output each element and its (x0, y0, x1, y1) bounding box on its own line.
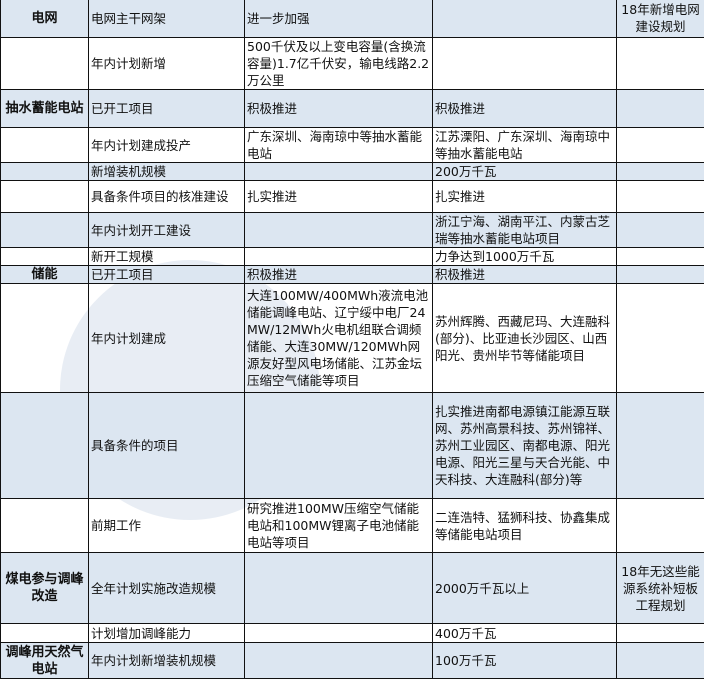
col3-cell (245, 213, 433, 248)
note-cell (617, 284, 704, 393)
category-cell (1, 393, 89, 499)
col4-cell: 江苏溧阳、广东深圳、海南琼中等抽水蓄能电站 (433, 128, 617, 163)
category-cell (1, 213, 89, 248)
item-cell: 电网主干网架 (89, 0, 245, 38)
category-cell: 抽水蓄能电站 (1, 90, 89, 128)
item-cell: 年内计划开工建设 (89, 213, 245, 248)
note-cell (617, 624, 704, 643)
item-cell: 已开工项目 (89, 90, 245, 128)
table-row: 新增装机规模 200万千瓦 (1, 163, 704, 181)
col3-cell (245, 624, 433, 643)
note-cell: 18年无这些能源系统补短板工程规划 (617, 553, 704, 624)
table-row: 年内计划建成大连100MW/400MWh液流电池储能调峰电站、辽宁绥中电厂24M… (1, 284, 704, 393)
category-cell: 调峰用天然气电站 (1, 643, 89, 679)
table-row: 年内计划建成投产广东深圳、海南琼中等抽水蓄能电站江苏溧阳、广东深圳、海南琼中等抽… (1, 128, 704, 163)
table-row: 新开工规模 力争达到1000万千瓦 (1, 248, 704, 266)
category-cell: 电网 (1, 0, 89, 38)
item-cell: 新开工规模 (89, 248, 245, 266)
note-cell (617, 213, 704, 248)
item-cell: 已开工项目 (89, 266, 245, 284)
col3-cell: 500千伏及以上变电容量(含换流容量)1.7亿千伏安，输电线路2.2万公里 (245, 38, 433, 90)
item-cell: 年内计划新增 (89, 38, 245, 90)
col4-cell: 400万千瓦 (433, 624, 617, 643)
note-cell (617, 499, 704, 553)
category-cell: 煤电参与调峰改造 (1, 553, 89, 624)
col4-cell: 2000万千瓦以上 (433, 553, 617, 624)
col3-cell (245, 248, 433, 266)
col4-cell: 力争达到1000万千瓦 (433, 248, 617, 266)
category-cell (1, 284, 89, 393)
col3-cell: 进一步加强 (245, 0, 433, 38)
col4-cell (433, 0, 617, 38)
col3-cell (245, 393, 433, 499)
note-cell (617, 248, 704, 266)
category-cell (1, 181, 89, 213)
col4-cell: 积极推进 (433, 90, 617, 128)
category-cell: 储能 (1, 266, 89, 284)
category-cell (1, 38, 89, 90)
table-row: 具备条件项目的核准建设扎实推进扎实推进 (1, 181, 704, 213)
col3-cell: 大连100MW/400MWh液流电池储能调峰电站、辽宁绥中电厂24MW/12MW… (245, 284, 433, 393)
table-row: 电网电网主干网架进一步加强 18年新增电网建设规划 (1, 0, 704, 38)
note-cell: 18年新增电网建设规划 (617, 0, 704, 38)
col3-cell: 研究推进100MW压缩空气储能电站和100MW锂离子电池储能电站等项目 (245, 499, 433, 553)
item-cell: 前期工作 (89, 499, 245, 553)
item-cell: 具备条件的项目 (89, 393, 245, 499)
col3-cell: 积极推进 (245, 266, 433, 284)
note-cell (617, 266, 704, 284)
note-cell (617, 90, 704, 128)
col3-cell: 扎实推进 (245, 181, 433, 213)
col3-cell (245, 163, 433, 181)
item-cell: 全年计划实施改造规模 (89, 553, 245, 624)
note-cell (617, 181, 704, 213)
col4-cell (433, 38, 617, 90)
item-cell: 年内计划新增装机规模 (89, 643, 245, 679)
col4-cell: 100万千瓦 (433, 643, 617, 679)
table-row: 前期工作研究推进100MW压缩空气储能电站和100MW锂离子电池储能电站等项目二… (1, 499, 704, 553)
col3-cell: 广东深圳、海南琼中等抽水蓄能电站 (245, 128, 433, 163)
col3-cell: 积极推进 (245, 90, 433, 128)
col4-cell: 扎实推进 (433, 181, 617, 213)
item-cell: 计划增加调峰能力 (89, 624, 245, 643)
col4-cell: 苏州辉腾、西藏尼玛、大连融科(部分)、比亚迪长沙园区、山西阳光、贵州毕节等储能项… (433, 284, 617, 393)
item-cell: 具备条件项目的核准建设 (89, 181, 245, 213)
table-row: 具备条件的项目 扎实推进南都电源镇江能源互联网、苏州高景科技、苏州锦祥、苏州工业园… (1, 393, 704, 499)
note-cell (617, 38, 704, 90)
category-cell (1, 624, 89, 643)
table-row: 调峰用天然气电站年内计划新增装机规模 100万千瓦 (1, 643, 704, 679)
item-cell: 新增装机规模 (89, 163, 245, 181)
category-cell (1, 163, 89, 181)
col3-cell (245, 643, 433, 679)
table-row: 年内计划开工建设 浙江宁海、湖南平江、内蒙古芝瑞等抽水蓄能电站项目 (1, 213, 704, 248)
table-row: 储能已开工项目积极推进积极推进 (1, 266, 704, 284)
note-cell (617, 643, 704, 679)
col4-cell: 积极推进 (433, 266, 617, 284)
col4-cell: 200万千瓦 (433, 163, 617, 181)
col3-cell (245, 553, 433, 624)
col4-cell: 扎实推进南都电源镇江能源互联网、苏州高景科技、苏州锦祥、苏州工业园区、南都电源、… (433, 393, 617, 499)
category-cell (1, 128, 89, 163)
note-cell (617, 163, 704, 181)
category-cell (1, 499, 89, 553)
col4-cell: 二连浩特、猛狮科技、协鑫集成等储能电站项目 (433, 499, 617, 553)
table-row: 计划增加调峰能力 400万千瓦 (1, 624, 704, 643)
note-cell (617, 128, 704, 163)
note-cell (617, 393, 704, 499)
table-row: 抽水蓄能电站已开工项目积极推进积极推进 (1, 90, 704, 128)
item-cell: 年内计划建成投产 (89, 128, 245, 163)
category-cell (1, 248, 89, 266)
col4-cell: 浙江宁海、湖南平江、内蒙古芝瑞等抽水蓄能电站项目 (433, 213, 617, 248)
item-cell: 年内计划建成 (89, 284, 245, 393)
